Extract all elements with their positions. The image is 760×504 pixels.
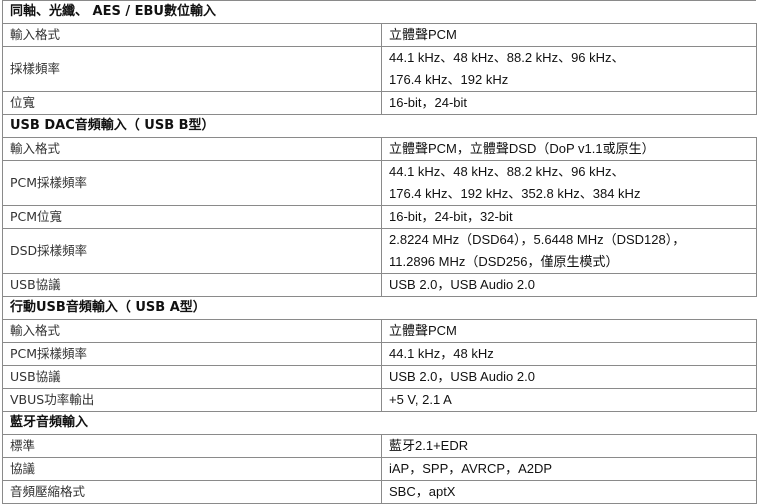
table-row: PCM採樣頻率 44.1 kHz，48 kHz — [2, 342, 757, 366]
spec-value: 44.1 kHz、48 kHz、88.2 kHz、96 kHz、 176.4 kH… — [381, 46, 757, 92]
spec-label: 位寬 — [2, 91, 382, 115]
spec-value-line: 44.1 kHz、48 kHz、88.2 kHz、96 kHz、 — [389, 50, 625, 65]
section-title: USB DAC音頻輸入（ USB B型） — [2, 114, 757, 138]
spec-value: SBC，aptX — [381, 480, 757, 504]
table-row: DSD採樣頻率 2.8224 MHz（DSD64），5.6448 MHz（DSD1… — [2, 228, 757, 274]
spec-value: 44.1 kHz，48 kHz — [381, 342, 757, 366]
section-header: 同軸、光纖、 AES / EBU數位輸入 — [2, 0, 757, 24]
section-title: 行動USB音頻輸入（ USB A型） — [2, 296, 757, 320]
spec-value: 2.8224 MHz（DSD64），5.6448 MHz（DSD128）， 11.… — [381, 228, 757, 274]
spec-label: 音頻壓縮格式 — [2, 480, 382, 504]
table-row: VBUS功率輸出 +5 V, 2.1 A — [2, 388, 757, 412]
spec-value-line: 176.4 kHz、192 kHz、352.8 kHz、384 kHz — [389, 186, 641, 201]
spec-label: PCM位寬 — [2, 205, 382, 229]
spec-value-line: 立體聲PCM，立體聲DSD（DoP v1.1或原生） — [389, 141, 655, 156]
table-row: 輸入格式 立體聲PCM — [2, 23, 757, 47]
spec-value-line: 16-bit，24-bit — [389, 95, 468, 110]
spec-value: 立體聲PCM — [381, 23, 757, 47]
spec-value: 44.1 kHz、48 kHz、88.2 kHz、96 kHz、 176.4 kH… — [381, 160, 757, 206]
table-row: 輸入格式 立體聲PCM — [2, 319, 757, 343]
section-header: 藍牙音頻輸入 — [2, 411, 757, 435]
section-title: 同軸、光纖、 AES / EBU數位輸入 — [2, 0, 757, 24]
spec-label: USB協議 — [2, 273, 382, 297]
spec-label: USB協議 — [2, 365, 382, 389]
table-row: 採樣頻率 44.1 kHz、48 kHz、88.2 kHz、96 kHz、 176.… — [2, 46, 757, 92]
spec-value-line: 立體聲PCM — [389, 27, 457, 42]
spec-label: PCM採樣頻率 — [2, 342, 382, 366]
spec-value-line: SBC，aptX — [389, 484, 456, 499]
table-row: 輸入格式 立體聲PCM，立體聲DSD（DoP v1.1或原生） — [2, 137, 757, 161]
spec-value: 立體聲PCM — [381, 319, 757, 343]
spec-value-line: 16-bit，24-bit，32-bit — [389, 209, 513, 224]
table-row: USB協議 USB 2.0，USB Audio 2.0 — [2, 365, 757, 389]
spec-value: 16-bit，24-bit，32-bit — [381, 205, 757, 229]
spec-value-line: USB 2.0，USB Audio 2.0 — [389, 369, 535, 384]
table-row: 協議 iAP，SPP，AVRCP，A2DP — [2, 457, 757, 481]
spec-value-line: 176.4 kHz、192 kHz — [389, 72, 509, 87]
spec-value-line: 立體聲PCM — [389, 323, 457, 338]
table-row: 標準 藍牙2.1+EDR — [2, 434, 757, 458]
spec-value: 立體聲PCM，立體聲DSD（DoP v1.1或原生） — [381, 137, 757, 161]
spec-label: 採樣頻率 — [2, 46, 382, 92]
spec-value-line: 藍牙2.1+EDR — [389, 438, 469, 453]
spec-label: DSD採樣頻率 — [2, 228, 382, 274]
spec-value: iAP，SPP，AVRCP，A2DP — [381, 457, 757, 481]
table-row: 音頻壓縮格式 SBC，aptX — [2, 480, 757, 504]
spec-value: USB 2.0，USB Audio 2.0 — [381, 365, 757, 389]
spec-value-line: USB 2.0，USB Audio 2.0 — [389, 277, 535, 292]
spec-value: 藍牙2.1+EDR — [381, 434, 757, 458]
spec-value-line: 44.1 kHz、48 kHz、88.2 kHz、96 kHz、 — [389, 164, 625, 179]
section-header: USB DAC音頻輸入（ USB B型） — [2, 114, 757, 138]
table-row: PCM採樣頻率 44.1 kHz、48 kHz、88.2 kHz、96 kHz、 1… — [2, 160, 757, 206]
spec-value: 16-bit，24-bit — [381, 91, 757, 115]
spec-value: +5 V, 2.1 A — [381, 388, 757, 412]
section-title: 藍牙音頻輸入 — [2, 411, 757, 435]
spec-value-line: 11.2896 MHz（DSD256，僅原生模式） — [389, 254, 619, 269]
spec-label: VBUS功率輸出 — [2, 388, 382, 412]
spec-label: 輸入格式 — [2, 319, 382, 343]
spec-label: PCM採樣頻率 — [2, 160, 382, 206]
spec-value-line: iAP，SPP，AVRCP，A2DP — [389, 461, 553, 476]
table-row: USB協議 USB 2.0，USB Audio 2.0 — [2, 273, 757, 297]
spec-value: USB 2.0，USB Audio 2.0 — [381, 273, 757, 297]
table-row: 位寬 16-bit，24-bit — [2, 91, 757, 115]
spec-label: 輸入格式 — [2, 23, 382, 47]
spec-value-line: +5 V, 2.1 A — [389, 392, 452, 407]
spec-label: 標準 — [2, 434, 382, 458]
spec-value-line: 2.8224 MHz（DSD64），5.6448 MHz（DSD128）， — [389, 232, 686, 247]
section-header: 行動USB音頻輸入（ USB A型） — [2, 296, 757, 320]
spec-label: 輸入格式 — [2, 137, 382, 161]
table-row: PCM位寬 16-bit，24-bit，32-bit — [2, 205, 757, 229]
spec-label: 協議 — [2, 457, 382, 481]
spec-value-line: 44.1 kHz，48 kHz — [389, 346, 494, 361]
